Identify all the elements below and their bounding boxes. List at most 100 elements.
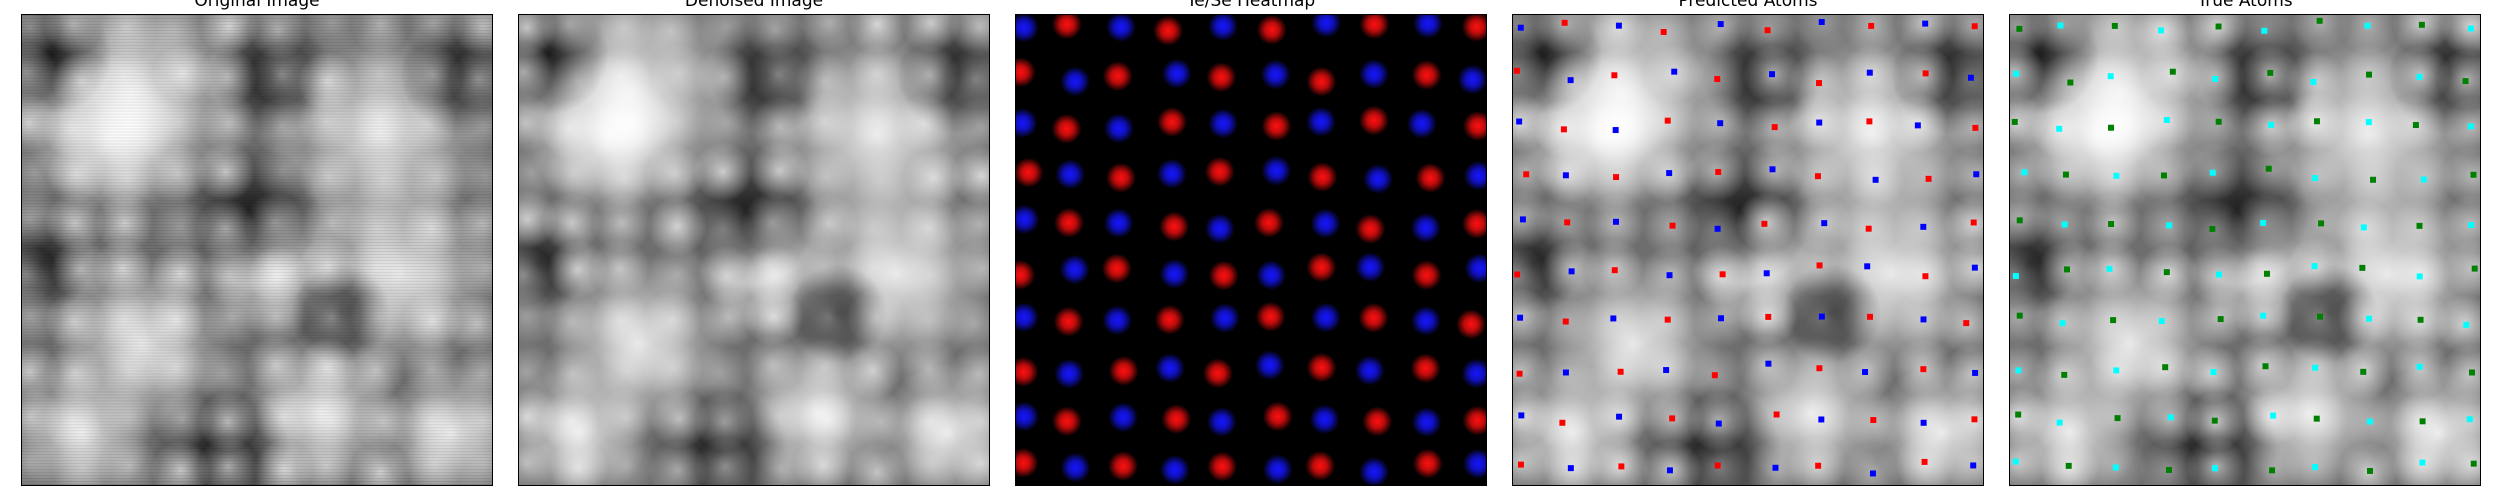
se-heat-spot	[1208, 108, 1239, 139]
se-heat-spot	[1103, 208, 1134, 238]
te-atom-marker	[1517, 461, 1524, 468]
se-heat-spot	[1256, 260, 1287, 291]
te-atom-marker	[2312, 364, 2319, 371]
te-heat-spot	[1102, 61, 1133, 92]
se-atom-marker	[1518, 412, 1525, 419]
te-heat-spot	[1415, 162, 1446, 193]
te-atom-marker	[1970, 219, 1977, 226]
se-atom-marker	[1717, 120, 1724, 127]
se-atom-marker	[1616, 413, 1623, 420]
se-atom-marker	[2316, 17, 2323, 24]
se-heat-spot	[1204, 213, 1235, 244]
heatmap-background	[1016, 15, 1486, 485]
te-atom-marker	[1523, 171, 1530, 178]
te-atom-marker	[1765, 313, 1772, 320]
te-heat-spot	[1359, 15, 1390, 40]
te-atom-marker	[1669, 222, 1676, 229]
se-atom-marker	[1972, 369, 1979, 376]
te-atom-marker	[1714, 76, 1721, 82]
se-atom-marker	[1519, 216, 1526, 223]
se-heat-spot	[1060, 452, 1091, 483]
se-atom-marker	[1869, 470, 1876, 477]
te-heat-spot	[1161, 404, 1192, 434]
se-atom-marker	[1568, 268, 1575, 275]
se-heat-spot	[1208, 15, 1238, 41]
se-heat-spot	[1413, 15, 1443, 39]
te-heat-spot	[1306, 252, 1337, 283]
se-atom-marker	[2366, 71, 2372, 78]
panel-original-image: Original Image	[21, 0, 493, 500]
se-heat-spot	[1016, 204, 1040, 235]
se-atom-marker	[2015, 411, 2022, 418]
te-heat-spot	[1052, 15, 1082, 40]
te-atom-marker	[2012, 273, 2019, 280]
se-atom-marker	[1562, 369, 1569, 376]
te-heat-spot	[1016, 447, 1039, 478]
panel-heatmap: Te/Se Heatmap	[1015, 0, 1487, 500]
se-heat-spot	[1155, 353, 1185, 384]
te-atom-marker	[1564, 219, 1571, 226]
se-atom-marker	[2269, 467, 2276, 474]
se-heat-spot	[1309, 404, 1340, 435]
se-atom-marker	[2016, 25, 2023, 32]
se-heat-spot	[1016, 15, 1039, 43]
te-atom-marker	[2360, 224, 2367, 231]
se-atom-marker	[1862, 369, 1869, 376]
te-heat-spot	[1051, 113, 1082, 144]
te-atom-marker	[1513, 67, 1520, 74]
te-atom-marker	[1613, 174, 1620, 181]
image-texture	[22, 15, 492, 485]
panel-predicted-atoms: Predicted Atoms	[1512, 0, 1984, 500]
se-heat-spot	[1060, 66, 1091, 97]
se-heat-spot	[1310, 302, 1341, 333]
se-atom-marker	[2470, 460, 2477, 467]
te-atom-marker	[1764, 27, 1771, 34]
te-heat-spot	[1157, 106, 1187, 137]
atom-markers	[1513, 18, 1980, 477]
te-atom-marker	[1925, 175, 1932, 182]
te-atom-marker	[2166, 222, 2173, 229]
te-atom-marker	[1971, 23, 1978, 30]
se-atom-marker	[2062, 171, 2069, 178]
te-atom-marker	[1761, 220, 1768, 227]
te-heat-spot	[1159, 211, 1190, 242]
te-atom-marker	[1865, 225, 1872, 232]
se-atom-marker	[2418, 21, 2425, 28]
se-atom-marker	[1663, 367, 1670, 374]
se-atom-marker	[2215, 23, 2222, 30]
te-atom-marker	[1921, 458, 1928, 465]
te-atom-marker	[2209, 169, 2216, 176]
te-atom-marker	[2107, 73, 2114, 80]
te-heat-spot	[1053, 306, 1084, 337]
te-atom-marker	[2057, 22, 2064, 29]
te-atom-marker	[2467, 123, 2474, 130]
se-heat-spot	[1310, 208, 1341, 239]
se-heat-spot	[1106, 15, 1136, 42]
se-atom-marker	[2209, 225, 2216, 232]
se-atom-marker	[2217, 316, 2224, 323]
te-atom-marker	[2056, 125, 2063, 132]
te-heat-spot	[1411, 260, 1442, 291]
te-atom-marker	[1560, 126, 1567, 133]
te-atom-marker	[2364, 22, 2371, 29]
se-atom-marker	[2313, 118, 2320, 125]
te-heat-spot	[1208, 260, 1239, 291]
se-heat-spot	[1306, 106, 1336, 137]
te-atom-marker	[2260, 219, 2267, 226]
te-atom-marker	[1516, 370, 1523, 377]
se-atom-marker	[1666, 272, 1673, 279]
se-atom-marker	[2211, 417, 2218, 424]
se-heat-spot	[1457, 64, 1486, 95]
te-heat-spot	[1358, 302, 1389, 333]
te-heat-spot	[1355, 214, 1386, 244]
te-atom-marker	[2419, 459, 2426, 466]
te-atom-marker	[1922, 70, 1929, 77]
te-heat-spot	[1016, 157, 1044, 188]
te-atom-marker	[2013, 70, 2020, 77]
se-atom-marker	[2417, 316, 2424, 323]
se-atom-marker	[1821, 220, 1828, 227]
scan-lines	[22, 15, 492, 485]
te-atom-marker	[1814, 173, 1821, 180]
original-image	[21, 14, 493, 486]
se-atom-marker	[1967, 74, 1974, 81]
